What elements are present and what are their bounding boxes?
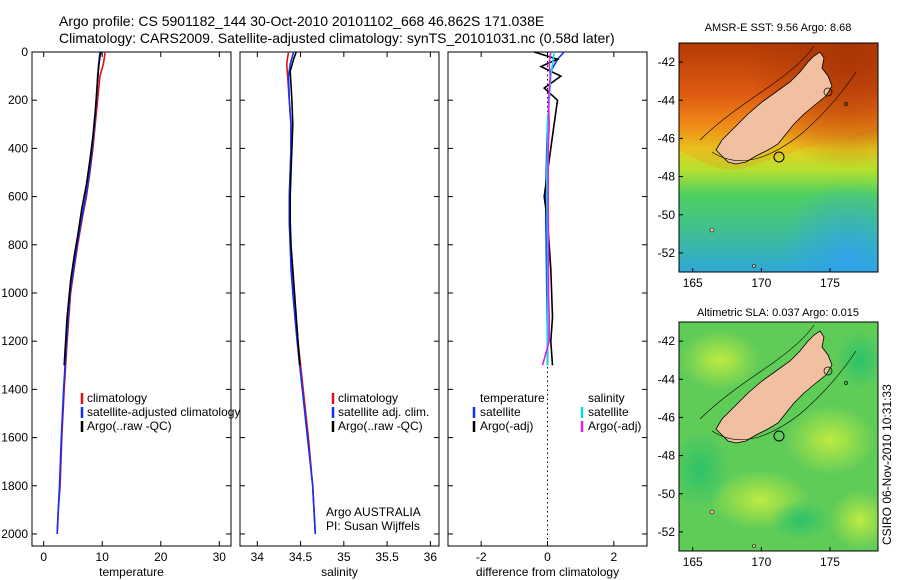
map-y-tick-label: -50 (658, 208, 676, 222)
sla-map-title: Altimetric SLA: 0.037 Argo: 0.015 (697, 307, 859, 319)
map-x-tick-label: 165 (683, 276, 703, 290)
sst-argo-float-marker (773, 151, 785, 163)
y-tick-label: 400 (8, 141, 28, 155)
x-axis-label: salinity (321, 565, 358, 579)
x-tick-label: 0 (544, 550, 551, 564)
x-tick-label: -2 (476, 550, 487, 564)
map-y-tick-label: -46 (658, 410, 676, 424)
map-x-tick-label: 170 (751, 555, 771, 569)
x-tick-label: 35.5 (375, 550, 399, 564)
y-tick-label: 600 (8, 190, 28, 204)
series-satellite-adj-clim- (287, 51, 317, 535)
y-tick-label: 1200 (1, 334, 28, 348)
map-y-tick-label: -52 (658, 246, 676, 260)
x-tick-label: 30 (213, 550, 227, 564)
legend-group-title: salinity (588, 391, 625, 405)
legend-label: Argo(..raw -QC) (338, 419, 423, 433)
x-tick-label: 2 (610, 550, 617, 564)
legend-label: satellite adj. clim. (338, 405, 429, 419)
y-tick-label: 200 (8, 93, 28, 107)
map-y-tick-label: -48 (658, 449, 676, 463)
header-line-2: Climatology: CARS2009. Satellite-adjuste… (59, 30, 615, 46)
x-tick-label: 35 (337, 550, 351, 564)
x-tick-label: 10 (96, 550, 110, 564)
temperature-panel: 0 200 400 600 800 1000 1200 1400 1600 1800 2000 0 10… (1, 45, 240, 579)
series-salinity-argo-adj- (541, 51, 552, 366)
sla-land-south-island (715, 330, 833, 444)
y-tick-label: 800 (8, 238, 28, 252)
salinity-panel-frame (239, 51, 440, 547)
y-tick-label: 1400 (1, 382, 28, 396)
sst-map-frame (678, 42, 879, 273)
sla-map: Altimetric SLA: 0.037 Argo: 0.015 165 170… (658, 307, 879, 569)
x-tick-label: 34 (251, 550, 265, 564)
map-x-tick-label: 165 (683, 555, 703, 569)
sla-argo-float-marker (773, 430, 785, 442)
map-x-tick-label: 175 (820, 276, 840, 290)
header-line-1: Argo profile: CS 5901182_144 30-Oct-2010… (59, 13, 544, 29)
legend-label: satellite-adjusted climatology (87, 405, 240, 419)
map-y-tick-label: -52 (658, 525, 676, 539)
legend-label: Argo(..raw -QC) (87, 419, 172, 433)
map-x-tick-label: 175 (820, 555, 840, 569)
legend-group-title: temperature (480, 391, 545, 405)
sst-map-title: AMSR-E SST: 9.56 Argo: 8.68 (705, 22, 852, 34)
x-tick-label: 34.5 (289, 550, 313, 564)
y-tick-label: 1600 (1, 431, 28, 445)
map-x-tick-label: 170 (751, 276, 771, 290)
x-tick-label: 36 (424, 550, 438, 564)
map-y-tick-label: -42 (658, 55, 676, 69)
map-y-tick-label: -48 (658, 170, 676, 184)
map-y-tick-label: -44 (658, 93, 676, 107)
y-tick-label: 0 (21, 45, 28, 59)
temperature-panel-frame (31, 51, 232, 547)
sla-map-frame (678, 321, 879, 552)
side-timestamp: CSIRO 06-Nov-2010 10:31:33 (880, 384, 894, 545)
x-axis-label: difference from climatology (476, 565, 619, 579)
map-y-tick-label: -46 (658, 131, 676, 145)
annotation-line: Argo AUSTRALIA (326, 505, 421, 519)
legend-label: satellite (480, 405, 521, 419)
series-argo-raw-qc- (289, 51, 301, 366)
x-axis-label: temperature (99, 565, 164, 579)
legend-label: climatology (87, 391, 147, 405)
legend-label: Argo(-adj) (480, 419, 533, 433)
legend-label: satellite (588, 405, 629, 419)
y-tick-label: 1000 (1, 286, 28, 300)
legend-label: climatology (338, 391, 398, 405)
x-tick-label: 0 (40, 550, 47, 564)
map-y-tick-label: -42 (658, 334, 676, 348)
annotation-line: PI: Susan Wijffels (326, 519, 420, 533)
series-argo-raw-qc- (63, 51, 102, 366)
y-tick-label: 2000 (1, 527, 28, 541)
y-tick-label: 1800 (1, 479, 28, 493)
map-y-tick-label: -44 (658, 372, 676, 386)
sst-map: AMSR-E SST: 9.56 Argo: 8.68 165 170 175 -42… (658, 22, 879, 290)
map-y-tick-label: -50 (658, 487, 676, 501)
x-tick-label: 20 (154, 550, 168, 564)
legend-label: Argo(-adj) (588, 419, 641, 433)
salinity-panel: 34 34.5 35 35.5 36 salinity climatologysatelli… (239, 51, 440, 579)
sst-land-south-island (715, 51, 833, 165)
